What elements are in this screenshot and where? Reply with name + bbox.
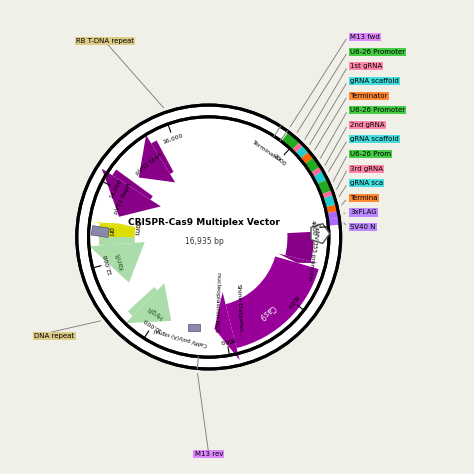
Wedge shape	[304, 157, 321, 173]
Text: U6-26 Prom: U6-26 Prom	[350, 151, 391, 157]
Bar	[188, 324, 200, 331]
Wedge shape	[292, 141, 304, 154]
Text: 1st gRNA: 1st gRNA	[350, 64, 383, 69]
Wedge shape	[312, 171, 328, 184]
Text: gRNA scaffold: gRNA scaffold	[350, 137, 399, 143]
Wedge shape	[128, 287, 157, 316]
Text: HygR: HygR	[146, 304, 164, 319]
Text: DNA repeat: DNA repeat	[35, 333, 74, 339]
Wedge shape	[77, 105, 341, 369]
Wedge shape	[316, 179, 333, 195]
Wedge shape	[99, 237, 135, 246]
Text: gRNA scaffold: gRNA scaffold	[350, 78, 399, 84]
Polygon shape	[126, 283, 171, 323]
Text: 14,000: 14,000	[109, 178, 123, 199]
Text: 12,000: 12,000	[102, 253, 113, 275]
Text: 3xFLAG: 3xFLAG	[350, 210, 377, 216]
Text: M13 fwd: M13 fwd	[350, 34, 380, 40]
Text: SV40 N: SV40 N	[350, 224, 375, 230]
Text: CaMV 355 promoter: CaMV 355 promoter	[307, 222, 320, 281]
Wedge shape	[285, 232, 314, 261]
Text: 2000: 2000	[272, 153, 287, 167]
Text: Termina: Termina	[350, 195, 378, 201]
Polygon shape	[139, 135, 175, 182]
Text: 16,935 bp: 16,935 bp	[185, 237, 223, 246]
Text: Shine-Dalgamo...: Shine-Dalgamo...	[236, 284, 243, 338]
Text: RB T-DNA repeat: RB T-DNA repeat	[76, 38, 134, 45]
Polygon shape	[102, 169, 161, 217]
Wedge shape	[325, 204, 338, 213]
Wedge shape	[321, 190, 334, 199]
Text: Terminator: Terminator	[350, 92, 387, 99]
Polygon shape	[214, 292, 240, 360]
Text: 4000: 4000	[310, 220, 316, 236]
Text: pVS1 RepA: pVS1 RepA	[114, 182, 132, 215]
Text: U6-26 Promoter: U6-26 Promoter	[350, 107, 405, 113]
Wedge shape	[151, 140, 173, 174]
Wedge shape	[327, 218, 340, 226]
Text: KanR: KanR	[115, 251, 125, 270]
Text: bom: bom	[132, 219, 140, 236]
Text: CRISPR-Cas9 Multiplex Vector: CRISPR-Cas9 Multiplex Vector	[128, 219, 280, 228]
Text: 6000: 6000	[285, 293, 298, 309]
Text: pVS1 StaA: pVS1 StaA	[135, 152, 164, 176]
Text: 3rd gRNA: 3rd gRNA	[350, 166, 383, 172]
Wedge shape	[300, 151, 314, 164]
Circle shape	[77, 105, 341, 369]
Text: Terminator: Terminator	[252, 140, 283, 163]
Polygon shape	[278, 254, 318, 263]
Text: Cas9: Cas9	[256, 302, 276, 321]
Wedge shape	[295, 145, 310, 159]
Text: 10,000: 10,000	[142, 317, 163, 333]
Wedge shape	[112, 170, 153, 200]
Text: 16,000: 16,000	[162, 133, 184, 145]
Polygon shape	[90, 242, 145, 283]
Wedge shape	[326, 211, 340, 219]
Bar	[91, 226, 109, 237]
Text: M13 rev: M13 rev	[194, 451, 223, 457]
Text: 8000: 8000	[219, 336, 235, 344]
Text: CaMV poly(A) signal: CaMV poly(A) signal	[154, 327, 208, 346]
Wedge shape	[226, 256, 319, 348]
Wedge shape	[310, 166, 323, 177]
Text: U6-26 Promoter: U6-26 Promoter	[350, 49, 405, 55]
Wedge shape	[99, 223, 136, 237]
Wedge shape	[281, 131, 301, 151]
Text: ori: ori	[107, 227, 113, 236]
Wedge shape	[322, 195, 337, 208]
Polygon shape	[90, 222, 145, 229]
Text: 2nd gRNA: 2nd gRNA	[350, 122, 385, 128]
Text: gRNA sca: gRNA sca	[350, 180, 383, 186]
Text: nucleoplasmin NLS: nucleoplasmin NLS	[214, 273, 221, 332]
